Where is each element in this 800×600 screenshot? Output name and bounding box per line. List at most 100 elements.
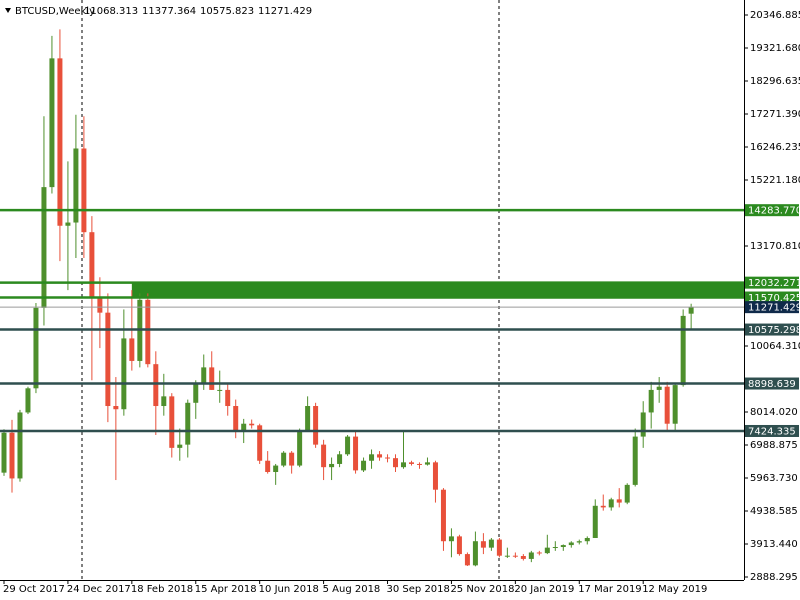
candle-body — [528, 552, 534, 559]
candle-body — [177, 444, 183, 448]
candle-body — [640, 412, 646, 437]
x-tick-label: 25 Nov 2018 — [450, 584, 514, 595]
candle-body — [113, 406, 119, 410]
x-tick-label: 12 May 2019 — [642, 584, 707, 595]
level-label-bg — [745, 291, 799, 304]
candle-body — [121, 338, 127, 410]
candle-body — [432, 462, 438, 490]
y-tick-label: 20346.885 — [750, 10, 800, 21]
candle-body — [472, 541, 478, 566]
candle-body — [632, 436, 638, 485]
x-tick-label: 5 Aug 2018 — [323, 584, 381, 595]
candle-body — [281, 452, 287, 466]
header-high: 11377.364 — [142, 6, 196, 17]
candle-body — [616, 499, 622, 503]
y-tick-label: 18296.635 — [750, 76, 800, 87]
candle-body — [584, 537, 590, 542]
y-tick-label: 5963.730 — [750, 473, 798, 484]
candle-body — [41, 187, 47, 308]
candle-body — [217, 389, 223, 391]
candle-body — [233, 406, 239, 432]
y-tick-label: 19321.680 — [750, 43, 800, 54]
candle-body — [9, 432, 15, 479]
candle-body — [49, 58, 55, 188]
candle-body — [440, 489, 446, 542]
candle-body — [265, 460, 271, 473]
x-tick-label: 18 Feb 2018 — [131, 584, 193, 595]
x-tick-label: 17 Mar 2019 — [578, 584, 641, 595]
candle-body — [664, 386, 670, 424]
level-label: 10575.298 — [748, 325, 800, 336]
y-tick-label: 16246.235 — [750, 142, 800, 153]
level-label: 8898.639 — [748, 379, 796, 390]
candle-body — [249, 423, 255, 426]
candle-body — [536, 552, 542, 554]
candle-body — [337, 454, 343, 464]
candle-body — [552, 547, 558, 549]
candle-body — [592, 505, 598, 538]
x-tick-label: 10 Jun 2018 — [259, 584, 319, 595]
zone — [131, 282, 745, 298]
level-label-bg — [745, 204, 799, 217]
candle-body — [161, 396, 167, 407]
candle-body — [408, 462, 414, 464]
candle-body — [544, 547, 550, 554]
candle-body — [329, 463, 335, 468]
candle-body — [520, 556, 526, 559]
candle-body — [305, 406, 311, 432]
candle-body — [369, 454, 375, 461]
candle-body — [361, 460, 367, 471]
candle-body — [89, 232, 95, 297]
candle-body — [65, 222, 71, 226]
candle-body — [456, 536, 462, 555]
candle-body — [33, 307, 39, 389]
candle-body — [672, 385, 678, 424]
candle-body — [648, 389, 654, 413]
candle-body — [512, 555, 518, 557]
level-label-bg — [745, 424, 799, 437]
candle-body — [1, 432, 7, 473]
candle-body — [153, 364, 159, 407]
header-low: 10575.823 — [200, 6, 254, 17]
x-tick-label: 30 Sep 2018 — [387, 584, 450, 595]
level-label-bg — [745, 323, 799, 336]
candle-body — [480, 541, 486, 548]
candle-body — [241, 423, 247, 432]
candle-body — [73, 148, 79, 223]
candle-body — [17, 412, 23, 479]
candle-body — [353, 436, 359, 471]
price-label: 11271.429 — [748, 303, 800, 314]
candle-body — [504, 555, 510, 557]
candle-body — [57, 58, 63, 226]
candle-body — [688, 307, 694, 314]
y-tick-label: 15221.180 — [750, 175, 800, 186]
candle-body — [656, 386, 662, 390]
x-tick-label: 20 Jan 2019 — [514, 584, 574, 595]
candle-body — [145, 299, 151, 365]
candle-body — [576, 541, 582, 543]
candle-body — [624, 484, 630, 503]
y-tick-label: 17271.390 — [750, 109, 800, 120]
candle-body — [185, 402, 191, 445]
candle-body — [600, 505, 606, 508]
candle-body — [377, 454, 383, 458]
candle-body — [385, 457, 391, 459]
candle-body — [201, 367, 207, 384]
header-open: 11068.313 — [84, 6, 138, 17]
y-tick-label: 6988.875 — [750, 440, 798, 451]
candle-body — [680, 315, 686, 386]
candle-body — [448, 536, 454, 542]
level-label: 12032.271 — [748, 278, 800, 289]
y-tick-label: 2888.295 — [750, 572, 798, 583]
candle-body — [345, 436, 351, 455]
level-label: 7424.335 — [748, 426, 796, 437]
candle-body — [488, 539, 494, 548]
candle-body — [289, 452, 295, 466]
candle-body — [560, 545, 566, 548]
candle-body — [257, 425, 263, 461]
price-label-bg — [745, 301, 799, 314]
x-tick-label: 15 Apr 2018 — [195, 584, 257, 595]
candle-body — [209, 367, 215, 390]
candle-body — [608, 499, 614, 508]
